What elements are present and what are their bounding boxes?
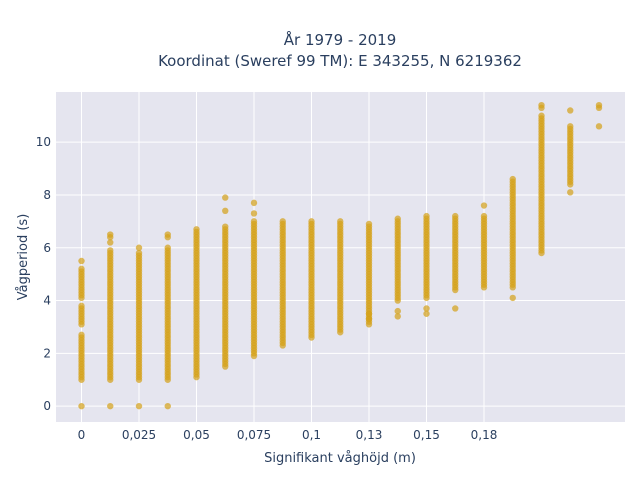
y-axis-title: Vågperiod (s) xyxy=(16,214,31,301)
data-point xyxy=(107,239,114,246)
x-tick-label: 0,1 xyxy=(302,428,321,442)
data-point xyxy=(78,257,85,265)
x-tick-label: 0,18 xyxy=(471,428,498,442)
data-point xyxy=(567,107,574,114)
x-tick-label: 0,025 xyxy=(122,428,156,442)
data-point xyxy=(135,249,143,257)
x-tick-label: 0,075 xyxy=(237,428,271,442)
data-point xyxy=(509,175,516,183)
data-point xyxy=(135,244,143,251)
data-point xyxy=(222,207,229,214)
data-point xyxy=(452,212,459,220)
chart-title-line-2: Koordinat (Sweref 99 TM): E 343255, N 62… xyxy=(158,52,522,70)
data-point xyxy=(337,218,344,225)
data-point xyxy=(78,402,85,410)
data-point xyxy=(480,212,488,220)
data-point xyxy=(135,402,143,410)
data-point xyxy=(480,202,488,209)
x-tick-labels: 0 0,025 0,05 0,075 0,1 0,13 0,15 0,18 xyxy=(78,428,498,442)
data-point xyxy=(107,247,114,254)
data-point xyxy=(365,315,373,323)
data-point xyxy=(567,123,574,130)
data-point xyxy=(164,231,171,238)
data-point xyxy=(78,331,85,339)
data-point xyxy=(222,194,229,201)
data-point xyxy=(452,305,459,312)
data-point xyxy=(164,402,171,410)
data-point xyxy=(193,226,200,233)
data-point xyxy=(279,218,286,225)
x-tick-label: 0,15 xyxy=(413,428,440,442)
x-axis-title: Signifikant våghöjd (m) xyxy=(264,451,416,466)
data-point xyxy=(538,112,545,119)
data-point xyxy=(394,313,401,320)
y-tick-label: 4 xyxy=(43,294,51,308)
data-point xyxy=(107,402,114,410)
data-point xyxy=(164,244,171,251)
x-tick-label: 0 xyxy=(78,428,86,442)
data-point xyxy=(567,189,574,196)
y-tick-labels: 0 2 4 6 8 10 xyxy=(36,135,51,413)
data-point xyxy=(250,218,258,225)
data-point xyxy=(365,220,373,228)
y-tick-label: 10 xyxy=(36,135,51,149)
data-point xyxy=(423,305,430,312)
y-tick-label: 8 xyxy=(43,188,51,202)
data-point xyxy=(509,294,516,302)
y-tick-label: 6 xyxy=(43,241,51,255)
data-point xyxy=(595,102,603,109)
data-point xyxy=(394,215,401,222)
x-tick-label: 0,13 xyxy=(356,428,383,442)
data-point xyxy=(107,231,114,238)
y-tick-label: 2 xyxy=(43,346,51,360)
x-tick-label: 0,05 xyxy=(183,428,210,442)
data-points xyxy=(78,102,603,410)
data-point xyxy=(538,102,545,109)
data-point xyxy=(423,310,430,317)
data-point xyxy=(78,302,85,310)
data-point xyxy=(394,307,401,315)
data-point xyxy=(365,310,373,317)
data-point xyxy=(423,212,430,220)
y-tick-label: 0 xyxy=(43,399,51,413)
data-point xyxy=(308,218,315,225)
data-point xyxy=(222,223,229,230)
data-point xyxy=(78,265,85,273)
data-point xyxy=(250,210,258,217)
data-point xyxy=(250,199,258,207)
chart-title-line-1: År 1979 - 2019 xyxy=(284,30,397,49)
data-point xyxy=(595,123,603,130)
